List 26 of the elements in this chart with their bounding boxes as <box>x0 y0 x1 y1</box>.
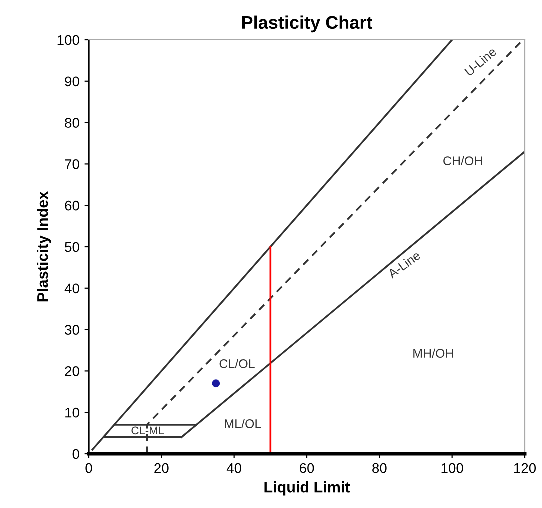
x-axis-title: Liquid Limit <box>264 482 350 496</box>
annotation: CH/OH <box>444 156 482 166</box>
y-tick-label: 80 <box>65 118 80 128</box>
y-tick-label: 10 <box>66 408 80 418</box>
y-tick-label: 60 <box>65 200 80 211</box>
y-tick-label: 50 <box>65 242 80 252</box>
annotation: ML/OL <box>225 419 262 428</box>
annotation: MH/OH <box>414 348 454 358</box>
x-tick-label: 80 <box>372 463 387 474</box>
y-tick-label: 0 <box>72 449 80 460</box>
y-tick-label: 20 <box>65 366 80 376</box>
y-tick-label: 30 <box>65 325 80 335</box>
x-tick-label: 40 <box>226 463 242 474</box>
y-tick-label: 70 <box>65 160 80 170</box>
chart-title: Plasticity Chart <box>242 16 373 33</box>
x-tick-label: 100 <box>442 463 464 474</box>
annotation: CL/OL <box>220 359 255 368</box>
y-axis-title: Plasticity Index <box>37 191 52 302</box>
annotation: CL-ML <box>132 426 164 435</box>
y-tick-label: 90 <box>65 76 80 87</box>
x-tick-label: 20 <box>154 463 169 474</box>
x-tick-label: 0 <box>86 463 92 474</box>
x-tick-label: 120 <box>514 463 536 474</box>
y-tick-label: 100 <box>58 35 80 46</box>
x-tick-label: 60 <box>300 463 314 474</box>
y-tick-label: 40 <box>64 284 80 294</box>
